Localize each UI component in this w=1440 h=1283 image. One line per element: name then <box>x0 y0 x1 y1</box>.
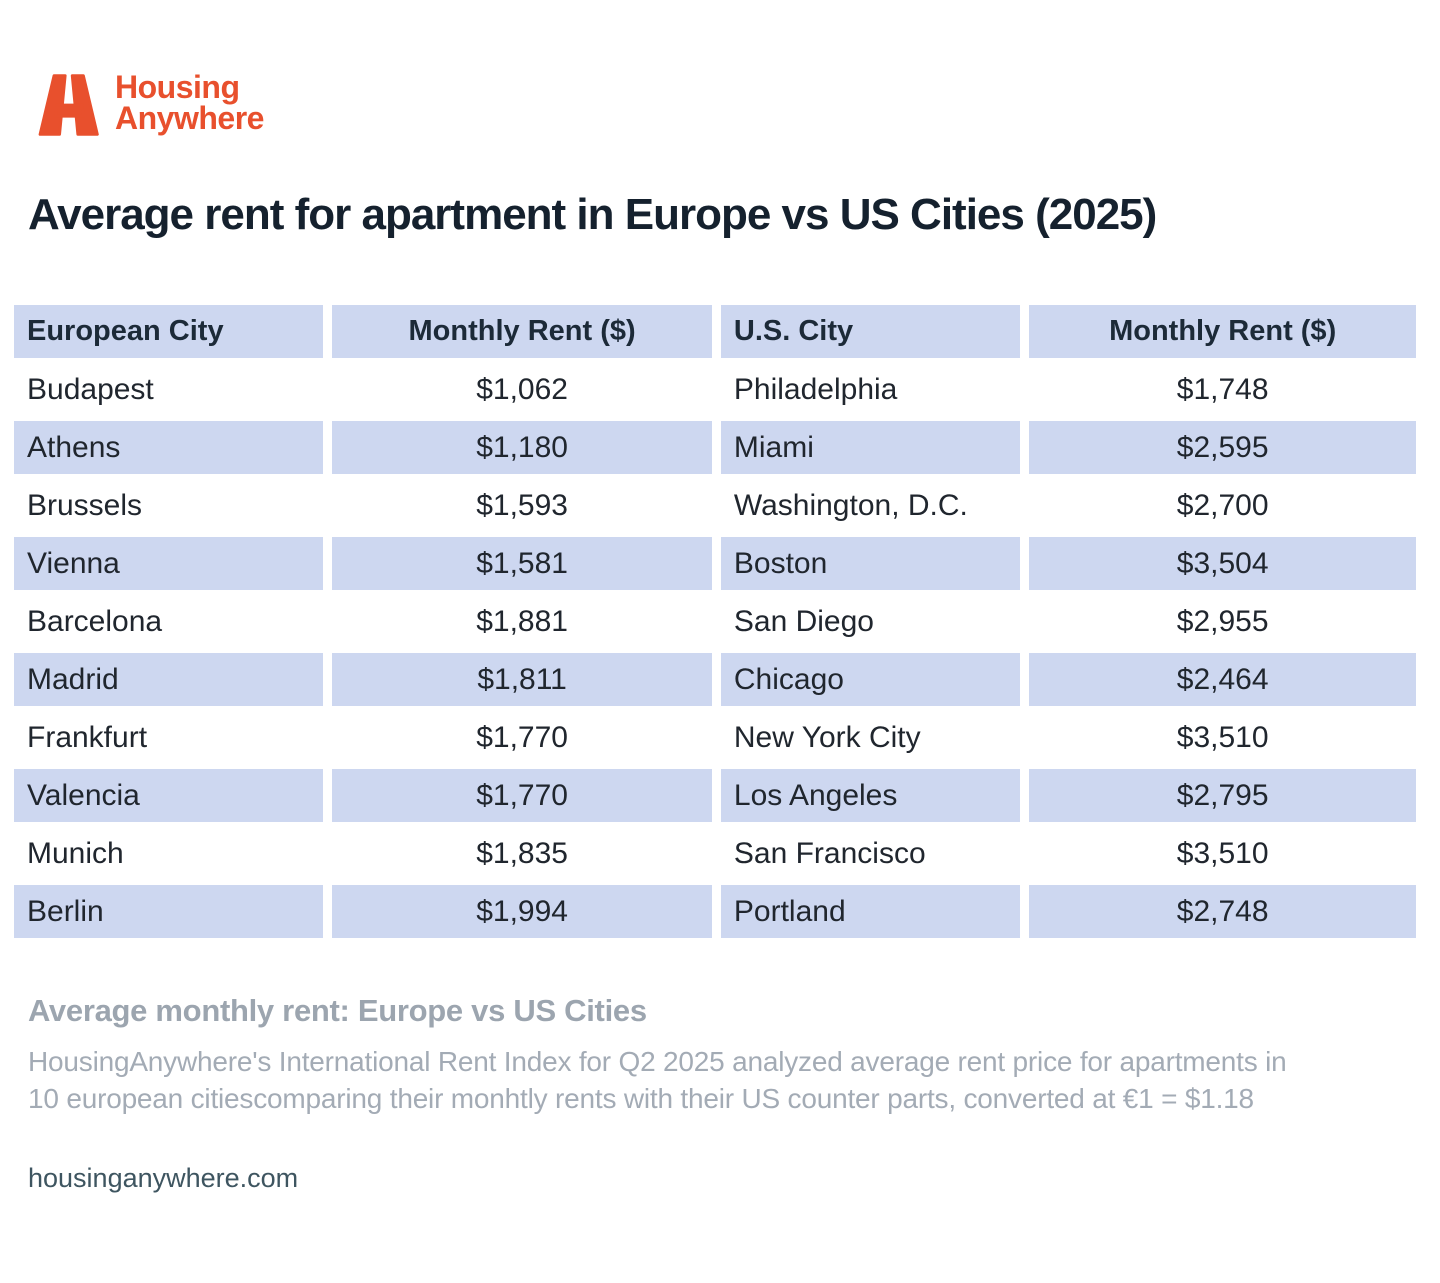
eu-city-cell: Vienna <box>14 537 324 590</box>
page-title: Average rent for apartment in Europe vs … <box>28 190 1157 239</box>
us-rent-cell: $1,748 <box>1029 363 1416 416</box>
eu-city-cell: Athens <box>14 421 324 474</box>
column-header-european-city: European City <box>14 305 324 358</box>
eu-city-cell: Berlin <box>14 885 324 938</box>
eu-city-cell: Barcelona <box>14 595 324 648</box>
us-rent-cell: $2,464 <box>1029 653 1416 706</box>
us-city-cell: Los Angeles <box>720 769 1021 822</box>
logo-wordmark-line2: Anywhere <box>115 100 264 137</box>
eu-city-cell: Madrid <box>14 653 324 706</box>
table-row: Madrid $1,811 Chicago $2,464 <box>14 653 1416 706</box>
rent-comparison-table: European City Monthly Rent ($) U.S. City… <box>5 300 1425 943</box>
us-rent-cell: $3,504 <box>1029 537 1416 590</box>
column-header-us-monthly-rent: Monthly Rent ($) <box>1029 305 1416 358</box>
table-row: Munich $1,835 San Francisco $3,510 <box>14 827 1416 880</box>
table-row: Vienna $1,581 Boston $3,504 <box>14 537 1416 590</box>
us-city-cell: New York City <box>720 711 1021 764</box>
us-city-cell: Portland <box>720 885 1021 938</box>
eu-rent-cell: $1,994 <box>332 885 712 938</box>
us-rent-cell: $2,700 <box>1029 479 1416 532</box>
table-header: European City Monthly Rent ($) U.S. City… <box>14 305 1416 358</box>
table-row: Berlin $1,994 Portland $2,748 <box>14 885 1416 938</box>
eu-rent-cell: $1,770 <box>332 769 712 822</box>
us-rent-cell: $2,595 <box>1029 421 1416 474</box>
housinganywhere-logo: Housing Anywhere <box>33 66 1440 146</box>
table-body: Budapest $1,062 Philadelphia $1,748 Athe… <box>14 363 1416 938</box>
eu-rent-cell: $1,881 <box>332 595 712 648</box>
table-row: Valencia $1,770 Los Angeles $2,795 <box>14 769 1416 822</box>
eu-city-cell: Budapest <box>14 363 324 416</box>
us-city-cell: Washington, D.C. <box>720 479 1021 532</box>
eu-rent-cell: $1,770 <box>332 711 712 764</box>
table-row: Brussels $1,593 Washington, D.C. $2,700 <box>14 479 1416 532</box>
eu-city-cell: Frankfurt <box>14 711 324 764</box>
housinganywhere-logo-icon <box>38 74 99 136</box>
us-rent-cell: $3,510 <box>1029 827 1416 880</box>
footer-subtitle: Average monthly rent: Europe vs US Citie… <box>28 993 647 1028</box>
footer-description: HousingAnywhere's International Rent Ind… <box>28 1046 1287 1115</box>
column-header-eu-monthly-rent: Monthly Rent ($) <box>332 305 712 358</box>
eu-city-cell: Brussels <box>14 479 324 532</box>
eu-city-cell: Valencia <box>14 769 324 822</box>
eu-city-cell: Munich <box>14 827 324 880</box>
website-url: housinganywhere.com <box>28 1163 299 1194</box>
table-header-row: European City Monthly Rent ($) U.S. City… <box>14 305 1416 358</box>
us-rent-cell: $3,510 <box>1029 711 1416 764</box>
table-row: Barcelona $1,881 San Diego $2,955 <box>14 595 1416 648</box>
logo-wordmark-line1: Housing <box>115 69 240 105</box>
eu-rent-cell: $1,593 <box>332 479 712 532</box>
us-city-cell: San Diego <box>720 595 1021 648</box>
table-row: Athens $1,180 Miami $2,595 <box>14 421 1416 474</box>
infographic-page: Housing Anywhere Average rent for apartm… <box>0 66 1440 1194</box>
eu-rent-cell: $1,062 <box>332 363 712 416</box>
eu-rent-cell: $1,180 <box>332 421 712 474</box>
eu-rent-cell: $1,811 <box>332 653 712 706</box>
us-city-cell: Boston <box>720 537 1021 590</box>
us-city-cell: Chicago <box>720 653 1021 706</box>
column-header-us-city: U.S. City <box>720 305 1021 358</box>
table-row: Frankfurt $1,770 New York City $3,510 <box>14 711 1416 764</box>
us-city-cell: Miami <box>720 421 1021 474</box>
us-city-cell: San Francisco <box>720 827 1021 880</box>
us-rent-cell: $2,795 <box>1029 769 1416 822</box>
eu-rent-cell: $1,835 <box>332 827 712 880</box>
us-rent-cell: $2,955 <box>1029 595 1416 648</box>
us-city-cell: Philadelphia <box>720 363 1021 416</box>
table-row: Budapest $1,062 Philadelphia $1,748 <box>14 363 1416 416</box>
us-rent-cell: $2,748 <box>1029 885 1416 938</box>
eu-rent-cell: $1,581 <box>332 537 712 590</box>
logo-wordmark: Housing Anywhere <box>115 66 264 134</box>
